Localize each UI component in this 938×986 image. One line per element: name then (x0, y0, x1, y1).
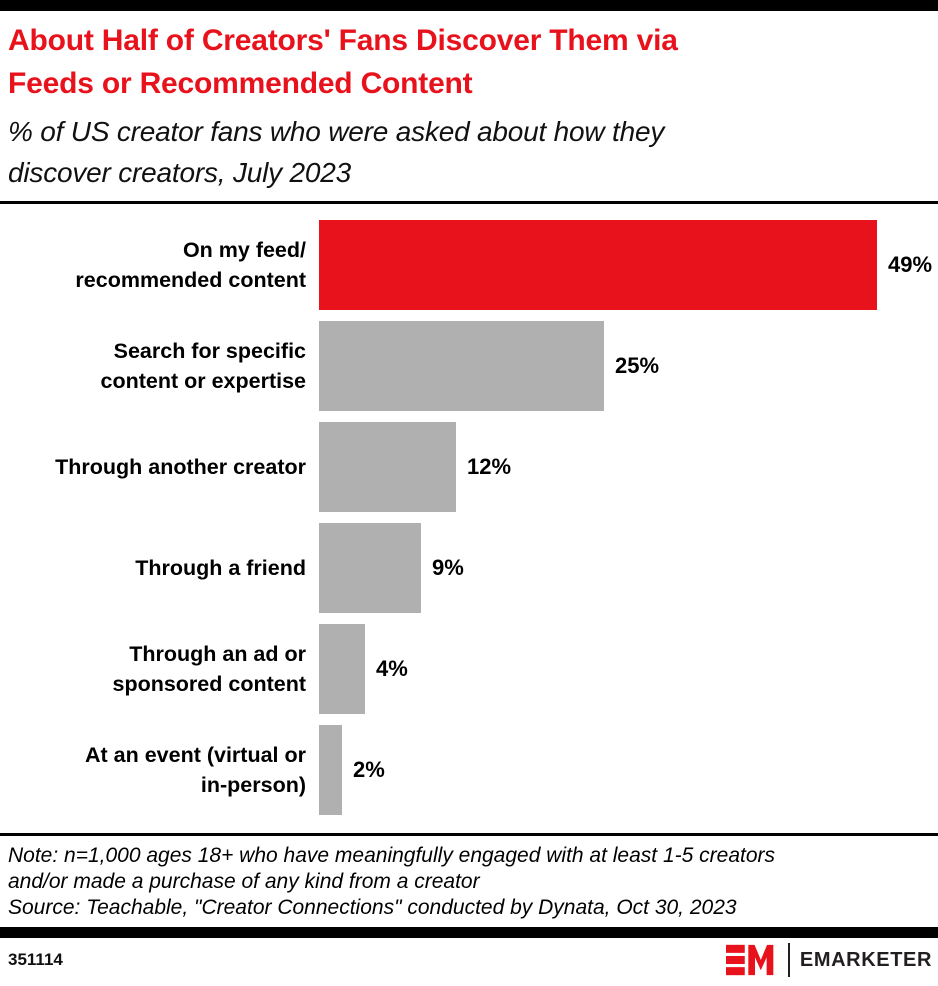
chart-header: About Half of Creators' Fans Discover Th… (0, 11, 938, 201)
top-border-bar (0, 0, 938, 11)
chart-subtitle: % of US creator fans who were asked abou… (8, 111, 928, 193)
bar (319, 523, 421, 613)
bar-row: At an event (virtual or in-person) 2% (0, 725, 938, 815)
header-divider (0, 201, 938, 204)
chart-title-line-1: About Half of Creators' Fans Discover Th… (8, 24, 678, 57)
bar-category-label: Through a friend (135, 556, 306, 580)
note-line: and/or made a purchase of any kind from … (8, 870, 480, 893)
bar-value-label: 2% (353, 757, 385, 782)
brand-name: EMARKETER (799, 948, 932, 971)
footer-border-bar (0, 927, 938, 938)
bar-track: 12% (319, 422, 511, 512)
bar-rows: On my feed/ recommended content 49% Search… (0, 220, 938, 815)
bar-track: 2% (319, 725, 385, 815)
bar (319, 422, 456, 512)
chart-title: About Half of Creators' Fans Discover Th… (8, 19, 928, 105)
bar-value-label: 9% (432, 555, 464, 580)
chart-subtitle-line-2: discover creators, July 2023 (8, 157, 352, 188)
source-line: Source: Teachable, "Creator Connections"… (8, 896, 737, 919)
bar-value-label: 4% (376, 656, 408, 681)
chart-footer: 351114 EMARKETER (0, 938, 938, 986)
bar (319, 220, 877, 310)
bar-row: Through an ad or sponsored content 4% (0, 624, 938, 714)
bar-row: On my feed/ recommended content 49% (0, 220, 938, 310)
em-logo-icon (725, 944, 774, 976)
bar-track: 9% (319, 523, 464, 613)
note-block: Note: n=1,000 ages 18+ who have meaningf… (0, 836, 938, 927)
bar-row: Search for specific content or expertise… (0, 321, 938, 411)
bar-category-label: Through an ad or sponsored content (112, 642, 306, 696)
logo-divider (787, 943, 790, 977)
bar-value-label: 25% (615, 353, 660, 378)
note-divider (0, 833, 938, 836)
bar (319, 321, 604, 411)
chart-subtitle-line-1: % of US creator fans who were asked abou… (8, 116, 665, 147)
bar (319, 725, 342, 815)
bar-row: Through a friend 9% (0, 523, 938, 613)
bar-value-label: 49% (888, 252, 933, 277)
bar-category-label: Search for specific content or expertise (100, 339, 307, 393)
chart-id: 351114 (8, 950, 63, 969)
bar-track: 49% (319, 220, 932, 310)
bar-track: 4% (319, 624, 408, 714)
bar-value-label: 12% (467, 454, 512, 479)
note-line: Note: n=1,000 ages 18+ who have meaningf… (8, 844, 776, 867)
chart-title-line-2: Feeds or Recommended Content (8, 67, 473, 100)
bar-track: 25% (319, 321, 659, 411)
bar-row: Through another creator 12% (0, 422, 938, 512)
bar-category-label: Through another creator (55, 455, 306, 479)
bar-category-label: At an event (virtual or in-person) (84, 743, 306, 797)
bar-chart: On my feed/ recommended content 49% Search… (0, 204, 938, 833)
bar-category-label: On my feed/ recommended content (75, 238, 306, 292)
bar (319, 624, 365, 714)
emarketer-logo: EMARKETER (725, 943, 932, 977)
